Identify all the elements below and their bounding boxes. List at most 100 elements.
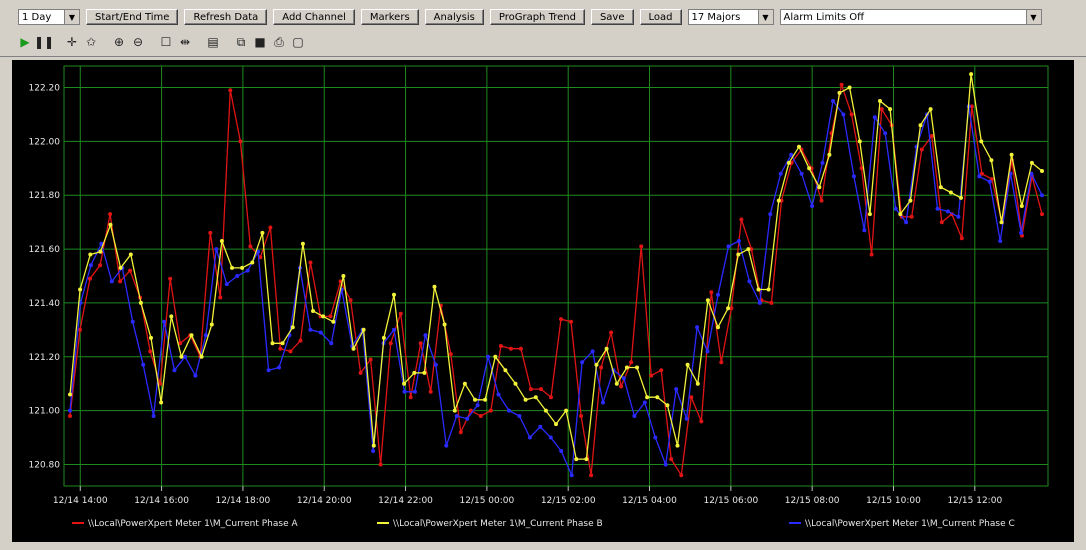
- alarm-limits-select[interactable]: Alarm Limits Off ▼: [779, 9, 1042, 25]
- data-point: [88, 252, 93, 257]
- data-point: [468, 408, 473, 413]
- print-icon[interactable]: ⎙: [274, 35, 284, 49]
- select-box-icon[interactable]: ☐: [160, 35, 172, 49]
- alarm-limits-value: Alarm Limits Off: [783, 11, 865, 23]
- data-point: [543, 408, 548, 413]
- pan-icon[interactable]: ⇹: [179, 35, 191, 49]
- data-point: [719, 360, 724, 365]
- copy-icon[interactable]: ⧉: [236, 35, 246, 49]
- data-point: [847, 85, 852, 90]
- start-end-time-button[interactable]: Start/End Time: [86, 9, 179, 25]
- data-point: [766, 287, 771, 292]
- data-point: [219, 239, 224, 243]
- data-point: [348, 298, 353, 303]
- data-point: [998, 239, 1003, 243]
- data-point: [149, 335, 153, 340]
- data-point: [827, 152, 832, 157]
- data-point: [589, 473, 594, 478]
- data-point: [162, 319, 167, 324]
- data-point: [584, 457, 589, 462]
- data-point: [503, 368, 508, 373]
- analysis-button[interactable]: Analysis: [424, 9, 484, 25]
- data-point: [475, 403, 480, 408]
- x-tick-label: 12/14 22:00: [378, 496, 433, 506]
- prograph-trend-button[interactable]: ProGraph Trend: [489, 9, 585, 25]
- data-point: [258, 255, 263, 260]
- data-point: [311, 309, 315, 313]
- data-point: [969, 72, 974, 77]
- crosshair-icon[interactable]: ✛: [66, 35, 78, 49]
- data-point: [351, 346, 356, 351]
- data-point: [88, 276, 92, 281]
- data-point: [371, 449, 376, 453]
- markers-button[interactable]: Markers: [360, 9, 419, 25]
- data-point: [266, 368, 271, 373]
- trend-chart[interactable]: 120.80 121.00 121.20 121.40 121.60 121.80 122.…: [12, 60, 1074, 542]
- data-point: [579, 414, 584, 418]
- data-point: [381, 335, 386, 340]
- y-tick-label: 121.80: [29, 191, 61, 201]
- data-point: [168, 276, 173, 281]
- data-point: [839, 82, 844, 87]
- add-channel-button[interactable]: Add Channel: [273, 9, 355, 25]
- data-point: [245, 268, 250, 273]
- data-point: [1029, 160, 1034, 165]
- data-point: [183, 354, 187, 359]
- toolbar-row-icons: ▶ ❚❚ ✛ ✩ ⊕ ⊖ ☐ ⇹ ▤ ⧉ ■ ⎙ ▢: [18, 33, 305, 51]
- y-tick-label: 121.00: [29, 407, 61, 417]
- data-point: [1040, 169, 1044, 173]
- chevron-down-icon: ▼: [757, 10, 773, 24]
- load-button[interactable]: Load: [639, 9, 682, 25]
- legend-entry: \\Local\PowerXpert Meter 1\M_Current Pha…: [393, 519, 603, 529]
- data-point: [398, 311, 403, 316]
- data-point: [199, 354, 204, 359]
- data-point: [878, 99, 882, 103]
- zoom-in-icon[interactable]: ⊕: [113, 35, 125, 49]
- data-point: [208, 230, 213, 235]
- data-point: [655, 395, 660, 400]
- save-button[interactable]: Save: [590, 9, 634, 25]
- data-point: [308, 260, 313, 265]
- time-range-select[interactable]: 1 Day ▼: [18, 9, 80, 25]
- time-range-value: 1 Day: [22, 11, 52, 23]
- zoom-out-icon[interactable]: ⊖: [132, 35, 144, 49]
- data-point: [108, 212, 113, 217]
- data-point: [432, 284, 437, 289]
- data-point: [705, 298, 710, 303]
- data-point: [109, 279, 114, 284]
- data-point: [278, 346, 283, 351]
- print-preview-icon[interactable]: ▢: [292, 35, 304, 49]
- data-point: [776, 198, 781, 203]
- data-point: [935, 206, 940, 211]
- data-point: [388, 341, 393, 346]
- properties-icon[interactable]: ▤: [207, 35, 219, 49]
- play-icon[interactable]: ▶: [20, 35, 30, 49]
- data-point: [214, 247, 219, 252]
- data-point: [908, 198, 913, 203]
- data-point: [478, 414, 483, 418]
- refresh-data-button[interactable]: Refresh Data: [184, 9, 268, 25]
- data-point: [959, 236, 964, 241]
- data-point: [539, 387, 543, 392]
- data-point: [624, 365, 629, 370]
- star-cursor-icon[interactable]: ✩: [85, 35, 97, 49]
- data-point: [486, 354, 491, 359]
- data-point: [929, 134, 934, 138]
- data-point: [141, 362, 146, 367]
- data-point: [256, 249, 261, 254]
- data-point: [189, 333, 194, 338]
- save-disk-icon[interactable]: ■: [254, 35, 266, 49]
- pause-icon[interactable]: ❚❚: [33, 35, 55, 49]
- legend-entry: \\Local\PowerXpert Meter 1\M_Current Pha…: [88, 519, 298, 529]
- data-point: [412, 370, 417, 375]
- x-tick-label: 12/14 14:00: [53, 496, 108, 506]
- major-ticks-select[interactable]: 17 Majors ▼: [687, 9, 774, 25]
- data-point: [665, 403, 670, 408]
- data-point: [240, 265, 245, 270]
- trend-chart-svg[interactable]: 120.80 121.00 121.20 121.40 121.60 121.80 122.…: [12, 60, 1074, 542]
- data-point: [810, 204, 815, 208]
- y-tick-label: 122.20: [29, 84, 61, 94]
- data-point: [513, 381, 518, 386]
- data-point: [458, 430, 463, 435]
